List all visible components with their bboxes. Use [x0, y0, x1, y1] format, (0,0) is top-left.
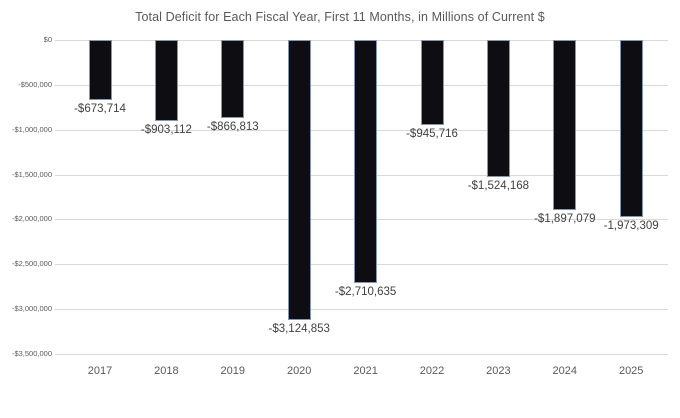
bar-2024: [553, 40, 576, 210]
bar-2018: [155, 40, 178, 121]
x-axis-label-2017: 2017: [87, 365, 113, 377]
data-label-2017: -$673,714: [74, 103, 126, 115]
x-axis-label-2021: 2021: [353, 365, 378, 377]
data-label-2021: -$2,710,635: [334, 286, 397, 298]
data-label-2022: -$945,716: [406, 128, 458, 140]
data-label-2024: -$1,897,079: [534, 213, 596, 225]
bar-2019: [221, 40, 244, 118]
bar-2021: [354, 40, 377, 283]
data-label-2018: -$903,112: [140, 124, 192, 136]
y-axis-tick-label: -$500,000: [18, 80, 52, 89]
gridline: [55, 309, 668, 310]
bar-2022: [421, 40, 444, 125]
y-axis-tick-label: -$2,500,000: [11, 259, 52, 268]
x-axis-label-2018: 2018: [154, 365, 179, 377]
gridline: [55, 354, 668, 355]
x-axis-label-2020: 2020: [286, 365, 312, 377]
bar-2020: [288, 40, 311, 320]
y-axis-tick-label: $0: [43, 35, 52, 44]
y-axis-tick-label: -$1,000,000: [11, 125, 52, 134]
x-axis-label-2019: 2019: [220, 365, 246, 377]
x-axis-label-2025: 2025: [618, 365, 644, 377]
data-label-2023: -$1,524,168: [467, 180, 530, 192]
y-axis-tick-label: -$2,000,000: [11, 214, 52, 223]
bar-2025: [620, 40, 643, 217]
y-axis-tick-label: -$1,500,000: [11, 170, 52, 179]
y-axis-tick-label: -$3,500,000: [11, 349, 52, 358]
chart-title: Total Deficit for Each Fiscal Year, Firs…: [135, 10, 545, 24]
x-axis-label-2024: 2024: [552, 365, 578, 377]
x-axis-label-2022: 2022: [419, 365, 445, 377]
data-label-2020: -$3,124,853: [268, 323, 330, 335]
data-label-2025: -1,973,309: [603, 220, 659, 232]
x-axis-label-2023: 2023: [486, 365, 511, 377]
bar-2023: [487, 40, 510, 177]
data-label-2019: -$866,813: [206, 121, 259, 133]
bar-2017: [89, 40, 112, 100]
y-axis-tick-label: -$3,000,000: [11, 304, 52, 313]
